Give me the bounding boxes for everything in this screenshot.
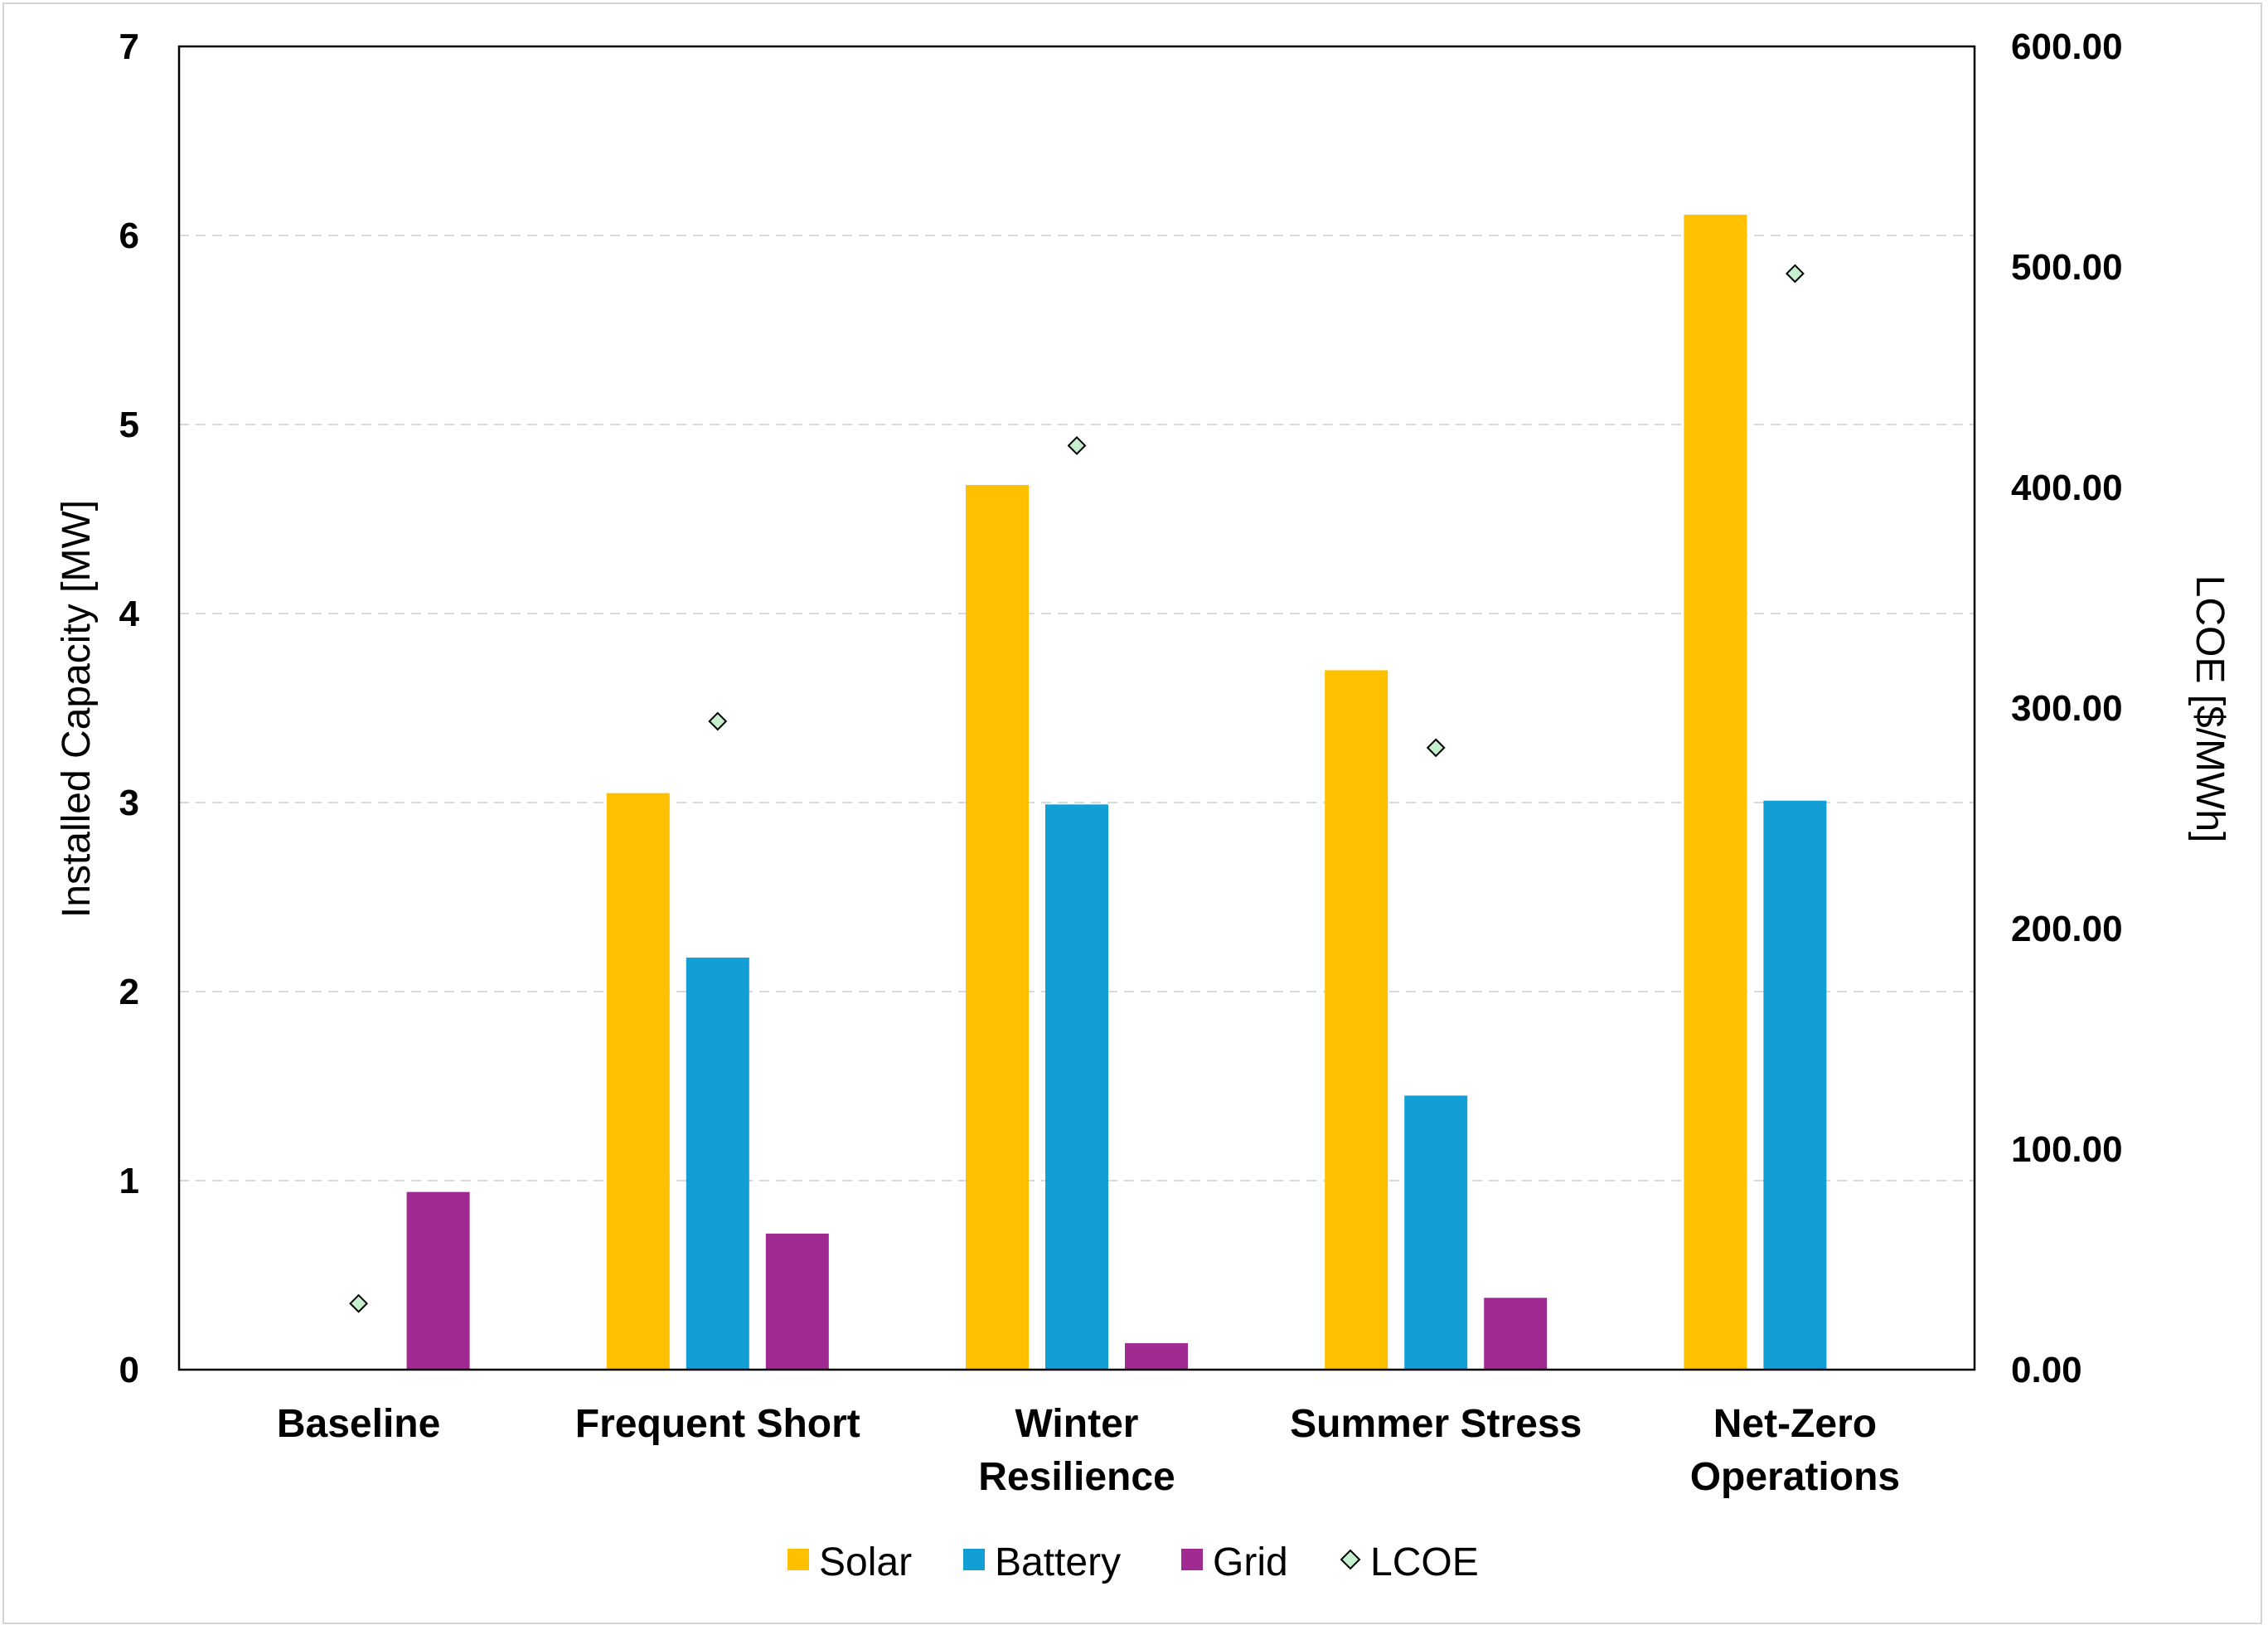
bar-solar <box>1325 670 1388 1370</box>
y-left-tick-label: 1 <box>119 1161 139 1201</box>
legend-marker-lcoe <box>1340 1549 1361 1570</box>
y-right-tick-label: 400.00 <box>2011 468 2123 508</box>
category-label: Resilience <box>978 1455 1175 1499</box>
bars <box>406 214 1827 1370</box>
y-left-tick-label: 5 <box>119 405 139 445</box>
category-label: Operations <box>1690 1455 1900 1499</box>
lcoe-point <box>349 1293 369 1313</box>
bar-battery <box>686 957 749 1370</box>
y-left-tick-label: 3 <box>119 783 139 823</box>
legend-label-lcoe: LCOE <box>1370 1540 1479 1584</box>
legend-swatch-battery <box>963 1549 985 1570</box>
y-left-tick-label: 6 <box>119 216 139 256</box>
y-axis-left-title: Installed Capacity [MW] <box>55 500 99 918</box>
bar-grid <box>1484 1298 1548 1370</box>
bar-battery <box>1763 800 1827 1370</box>
tick-labels: 0 1 2 3 4 5 6 7 0.00 100.00 200.00 300.00 400.00 500.… <box>119 27 2123 1390</box>
lcoe-point <box>1067 436 1087 455</box>
bar-solar <box>966 484 1029 1370</box>
lcoe-point <box>1426 738 1446 758</box>
category-label: Net-Zero <box>1713 1402 1877 1446</box>
category-label: Frequent Short <box>575 1402 860 1446</box>
gridlines <box>179 235 1975 1181</box>
y-axis-right-title: LCOE [$/MWh] <box>2188 575 2232 843</box>
y-right-tick-label: 0.00 <box>2011 1350 2082 1390</box>
plot-border <box>177 45 1976 1371</box>
bar-solar <box>1684 214 1747 1370</box>
category-labels: Baseline Frequent Short Winter Resilience Su… <box>277 1402 1900 1499</box>
y-right-tick-label: 200.00 <box>2011 909 2123 949</box>
legend-swatch-solar <box>788 1549 809 1570</box>
category-label: Baseline <box>277 1402 440 1446</box>
legend-label-solar: Solar <box>819 1540 912 1584</box>
bar-grid <box>765 1233 829 1370</box>
y-left-tick-label: 7 <box>119 27 139 67</box>
bar-battery <box>1404 1095 1468 1370</box>
lcoe-point <box>1785 264 1805 284</box>
bar-battery <box>1045 804 1108 1370</box>
y-right-tick-label: 300.00 <box>2011 688 2123 729</box>
lcoe-point <box>708 711 728 731</box>
legend: Solar Battery Grid LCOE <box>788 1540 1479 1584</box>
lcoe-markers <box>349 264 1805 1313</box>
y-left-tick-label: 0 <box>119 1350 139 1390</box>
category-label: Winter <box>1015 1402 1139 1446</box>
legend-swatch-grid <box>1181 1549 1203 1570</box>
bar-solar <box>606 793 670 1370</box>
bar-grid <box>406 1191 470 1370</box>
bar-grid <box>1125 1343 1188 1370</box>
y-left-tick-label: 2 <box>119 972 139 1012</box>
y-left-tick-label: 4 <box>119 594 140 634</box>
axes <box>177 45 1976 1371</box>
legend-label-battery: Battery <box>995 1540 1121 1584</box>
category-label: Summer Stress <box>1290 1402 1582 1446</box>
y-right-tick-label: 100.00 <box>2011 1129 2123 1170</box>
y-right-tick-label: 500.00 <box>2011 247 2123 288</box>
legend-label-grid: Grid <box>1213 1540 1288 1584</box>
y-right-tick-label: 600.00 <box>2011 27 2123 67</box>
